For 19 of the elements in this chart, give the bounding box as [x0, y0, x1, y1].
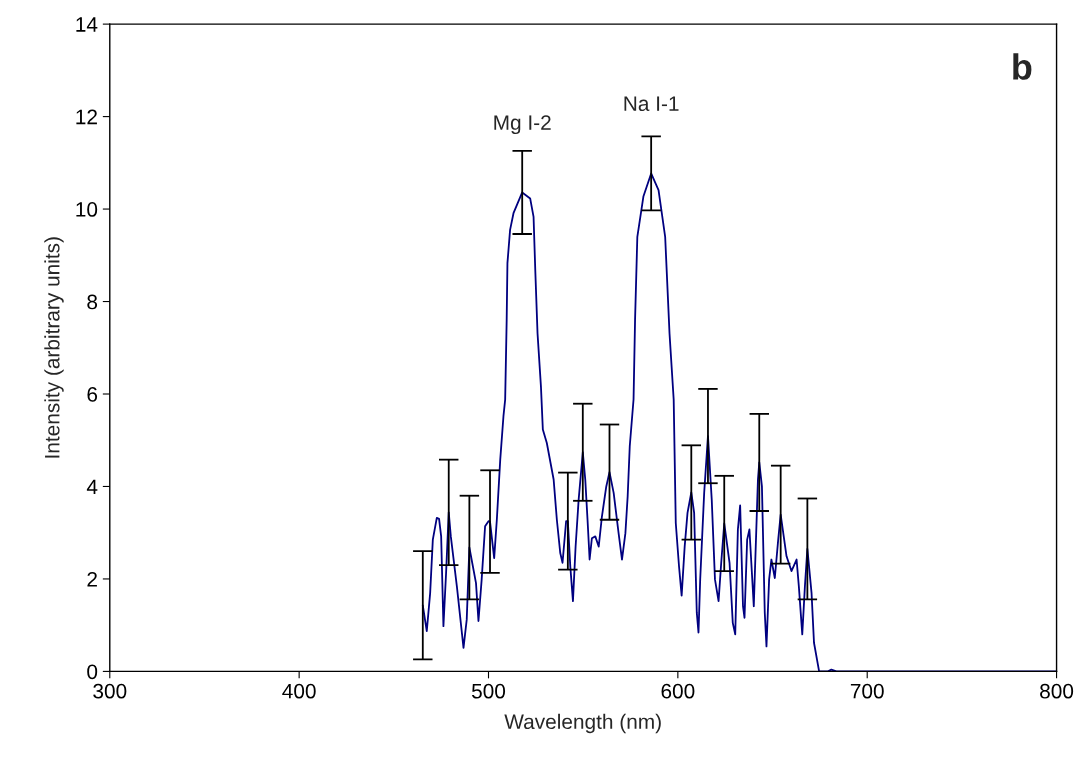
x-tick-label: 600	[661, 683, 695, 699]
annotation: Mg I-2	[494, 115, 551, 135]
y-tick-label: 2	[87, 571, 97, 587]
y-tick-label: 10	[76, 202, 98, 217]
y-tick-label: 14	[76, 17, 98, 32]
x-tick-label: 500	[471, 683, 506, 699]
x-tick-label: 300	[93, 683, 127, 699]
y-tick-label: 6	[87, 387, 98, 402]
y-tick-label: 4	[86, 479, 98, 495]
x-tick-label: 400	[282, 683, 316, 699]
y-tick-label: 12	[76, 109, 97, 125]
x-tick-label: 700	[850, 683, 884, 699]
y-tick-label: 8	[87, 294, 98, 310]
x-tick-label: 800	[1040, 683, 1074, 699]
annotation: b	[1013, 53, 1032, 80]
y-axis-title: Intensity (arbitrary units)	[44, 237, 64, 458]
x-axis-title: Wavelength (nm)	[504, 713, 661, 734]
annotation: Na I-1	[624, 96, 679, 112]
y-tick-label: 0	[87, 664, 98, 680]
